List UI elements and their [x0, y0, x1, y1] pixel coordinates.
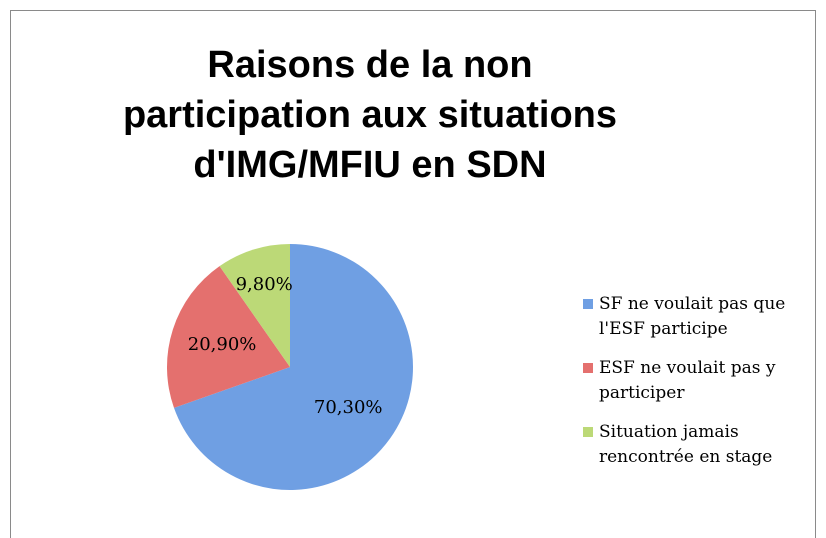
chart-title: Raisons de la non participation aux situ… — [122, 44, 618, 186]
legend-swatch — [583, 299, 593, 309]
legend-item: ESF ne voulait pas y participer — [583, 356, 813, 406]
legend-item: SF ne voulait pas que l'ESF participe — [583, 292, 813, 342]
pie-slice — [219, 244, 290, 367]
legend-label: Situation jamais rencontrée en stage — [599, 422, 773, 467]
pie-slice — [167, 266, 290, 408]
data-label: 70,30% — [314, 397, 383, 418]
legend-swatch — [583, 427, 593, 437]
data-label: 9,80% — [236, 274, 293, 295]
legend-label: SF ne voulait pas que l'ESF participe — [599, 294, 786, 339]
legend-label: ESF ne voulait pas y participer — [599, 358, 776, 403]
legend-item: Situation jamais rencontrée en stage — [583, 420, 813, 470]
legend: SF ne voulait pas que l'ESF participe ESF… — [583, 292, 813, 484]
chart-frame — [10, 10, 816, 538]
data-label: 20,90% — [188, 334, 257, 355]
pie-slice — [174, 244, 413, 490]
legend-swatch — [583, 363, 593, 373]
